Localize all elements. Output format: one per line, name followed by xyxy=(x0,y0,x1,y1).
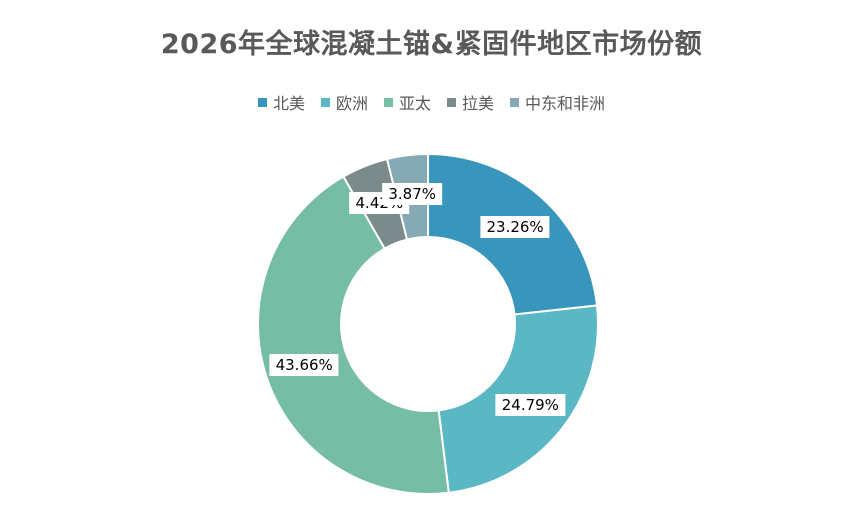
legend-swatch xyxy=(320,97,330,107)
legend-item: 北美 xyxy=(257,90,305,114)
slice-data-label: 23.26% xyxy=(480,215,550,238)
legend-label: 中东和非洲 xyxy=(525,94,606,113)
legend-label: 欧洲 xyxy=(335,94,368,113)
legend-item: 亚太 xyxy=(383,90,431,114)
legend-label: 北美 xyxy=(272,94,305,113)
legend-swatch xyxy=(447,97,456,107)
slice-data-label: 24.79% xyxy=(495,393,565,416)
legend-label: 拉美 xyxy=(462,94,495,113)
legend-swatch xyxy=(383,97,393,107)
legend-item: 拉美 xyxy=(447,90,494,114)
slice-data-label: 43.66% xyxy=(269,354,339,377)
legend-label: 亚太 xyxy=(398,94,431,113)
legend-item: 欧洲 xyxy=(320,90,368,114)
slice-data-label: 3.87% xyxy=(382,183,442,206)
legend-item: 中东和非洲 xyxy=(510,90,605,114)
legend-swatch xyxy=(510,97,520,107)
chart-legend: 北美 欧洲 亚太 拉美 中东和非洲 xyxy=(0,90,863,114)
donut-slice xyxy=(257,175,450,495)
legend-swatch xyxy=(257,97,267,107)
chart-title: 2026年全球混凝土锚&紧固件地区市场份额 xyxy=(160,29,703,60)
